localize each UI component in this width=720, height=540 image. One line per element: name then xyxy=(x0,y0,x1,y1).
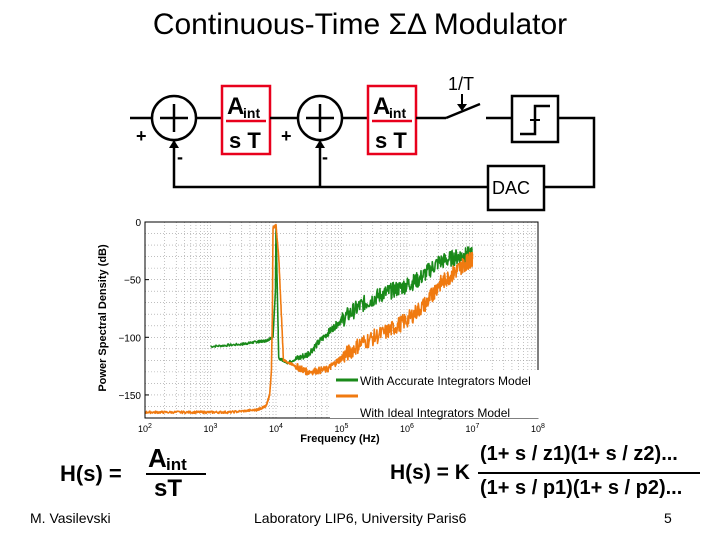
integrator-block-2: A int s T xyxy=(366,84,418,156)
footer-page-number: 5 xyxy=(664,510,672,526)
x-tick-label: 107 xyxy=(466,423,480,434)
legend-label-accurate: With Accurate Integrators Model xyxy=(360,374,531,388)
sampler-label: 1/T xyxy=(448,74,474,94)
integrator-block-1: A int s T xyxy=(220,84,272,156)
formula-right-num: (1+ s / z1)(1+ s / z2)... xyxy=(480,443,678,465)
integrator1-numerator: A xyxy=(227,93,244,120)
series-line-ideal xyxy=(144,223,474,415)
integrator2-denominator: s T xyxy=(375,128,407,153)
x-tick-label: 103 xyxy=(204,423,218,434)
y-axis-label: Power Spectral Density (dB) xyxy=(97,244,109,392)
legend-label-ideal: With Ideal Integrators Model xyxy=(360,406,510,420)
integrator2-numerator: A xyxy=(373,93,390,120)
x-tick-label: 104 xyxy=(269,423,283,434)
arrow-head xyxy=(169,140,179,148)
formula-left-bar xyxy=(146,473,206,475)
footer-author: M. Vasilevski xyxy=(30,510,111,526)
dac-block xyxy=(486,164,546,212)
chart-legend: With Accurate Integrators Model With Ide… xyxy=(330,370,540,420)
slide-title: Continuous-Time ΣΔ Modulator xyxy=(152,8,568,41)
integrator1-subscript: int xyxy=(243,105,260,121)
footer-lab: Laboratory LIP6, University Paris6 xyxy=(254,510,467,526)
arrow-head xyxy=(315,140,325,148)
chart-series xyxy=(144,223,474,415)
formula-left-num: A xyxy=(148,443,167,473)
y-tick-label: −100 xyxy=(118,333,141,344)
x-axis-label: Frequency (Hz) xyxy=(300,433,380,445)
formula-left-num-sub: int xyxy=(166,455,187,474)
formula-left-lhs: H(s) = xyxy=(60,461,122,486)
sum1-minus-sign: - xyxy=(177,147,183,167)
formula-right-lhs: H(s) = K xyxy=(390,461,470,484)
y-tick-label: −50 xyxy=(124,276,141,287)
quantizer-block xyxy=(510,94,560,144)
y-tick-label: 0 xyxy=(135,218,141,229)
formula-right-den: (1+ s / p1)(1+ s / p2)... xyxy=(480,477,683,499)
formula-left-den: sT xyxy=(154,475,183,502)
dac-label: DAC xyxy=(492,178,530,198)
feedback-wire xyxy=(172,140,488,189)
integrator1-denominator: s T xyxy=(229,128,261,153)
sum2-minus-sign: - xyxy=(322,147,328,167)
x-tick-label: 108 xyxy=(531,423,545,434)
x-tick-label: 106 xyxy=(400,423,414,434)
y-tick-label: −150 xyxy=(118,391,141,402)
x-tick-label: 105 xyxy=(335,423,349,434)
sum1-plus-sign: + xyxy=(136,126,147,146)
integrator2-subscript: int xyxy=(389,105,406,121)
formula-right-bar xyxy=(478,472,700,474)
sum2-plus-sign: + xyxy=(281,126,292,146)
x-tick-label: 102 xyxy=(138,423,152,434)
feedback-wire xyxy=(544,116,596,189)
series-line-accurate xyxy=(210,225,474,365)
sampler-switch xyxy=(445,94,481,120)
